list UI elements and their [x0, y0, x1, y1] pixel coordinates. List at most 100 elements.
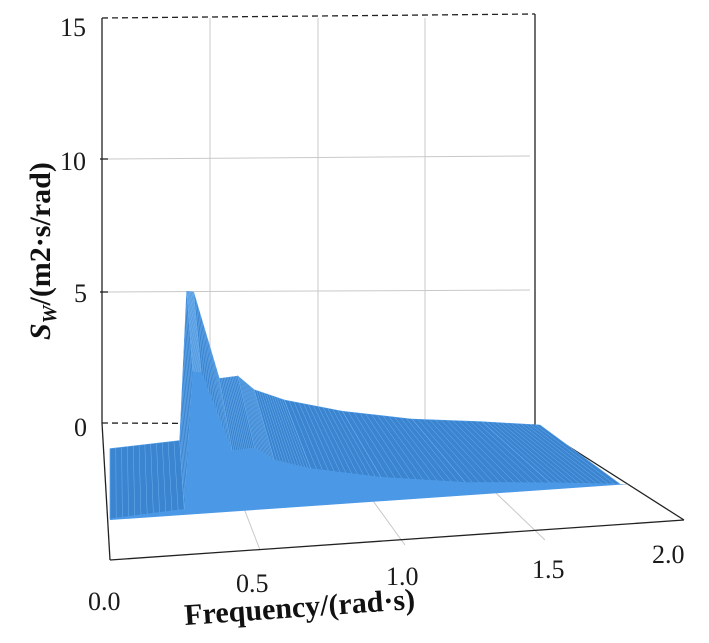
- surface-mesh-line: [388, 416, 438, 481]
- surface-mesh-line: [411, 418, 466, 483]
- surface-mesh-line: [204, 328, 215, 406]
- surface-mesh-line: [458, 420, 522, 483]
- surface-mesh-line: [256, 390, 278, 461]
- surface-mesh-line: [138, 445, 142, 515]
- y-tick-label: 15: [60, 13, 86, 42]
- surface-mesh-line: [284, 399, 312, 469]
- surface-mesh-line: [229, 377, 246, 450]
- surface-mesh-line: [281, 399, 308, 469]
- surface-mesh-line: [510, 423, 586, 484]
- surface-mesh-line: [245, 382, 265, 455]
- svg-text:SW/(m2·s/rad): SW/(m2·s/rad): [24, 162, 61, 340]
- surface-mesh-line: [223, 377, 238, 451]
- surface-mesh-line: [464, 420, 529, 483]
- surface-mesh-line: [206, 335, 217, 412]
- y-tick-label: 0: [74, 413, 87, 442]
- surface-mesh-line: [475, 421, 543, 483]
- surface-mesh-line: [228, 377, 244, 450]
- surface-mesh-line: [452, 420, 515, 483]
- surface-mesh-line: [288, 400, 317, 470]
- surface-mesh-line: [525, 423, 603, 484]
- surface-mesh-line: [199, 313, 210, 392]
- y-axis-symbol: S: [24, 323, 57, 340]
- surface-mesh-line: [182, 378, 189, 452]
- surface-mesh-line: [240, 378, 259, 451]
- surface-mesh-line: [121, 447, 123, 518]
- surface-mesh-line: [182, 365, 189, 441]
- surface-mesh-line: [261, 392, 284, 463]
- surface-mesh-line: [248, 385, 268, 457]
- y-axis-subscript: W: [39, 304, 61, 323]
- surface-mesh-line: [337, 410, 376, 477]
- x-tick-label: 1.5: [532, 555, 565, 584]
- surface-mesh-line: [252, 388, 273, 460]
- surface-mesh-line: [258, 391, 281, 462]
- surface-mesh-line: [185, 303, 193, 384]
- surface-mesh-line: [505, 422, 580, 484]
- surface-mesh-line: [441, 420, 501, 483]
- x-tick-label: 0.0: [88, 587, 121, 616]
- surface-mesh-line: [191, 291, 199, 373]
- surface-mesh-line: [189, 291, 198, 372]
- surface-mesh-line: [365, 413, 410, 480]
- y-ticks: 15 10 5 0: [60, 13, 87, 442]
- surface-mesh-line: [266, 393, 290, 464]
- surface-mesh-line: [435, 419, 494, 483]
- y-axis-title: SW/(m2·s/rad): [24, 162, 61, 340]
- surface-mesh-line: [179, 440, 185, 510]
- surface-mesh-line: [279, 398, 305, 468]
- surface-mesh-line: [197, 306, 207, 386]
- surface-mesh-line: [162, 442, 166, 512]
- surface-mesh-line: [271, 395, 296, 466]
- surface-mesh-line: [195, 299, 205, 379]
- surface-mesh-line: [332, 409, 370, 476]
- surface-mesh-line: [150, 443, 154, 514]
- surface-mesh-line: [181, 403, 187, 475]
- surface-mesh-line: [276, 397, 302, 467]
- surface-mesh-line: [184, 328, 191, 407]
- surface-mesh-line: [222, 378, 237, 451]
- surface-mesh-line: [342, 411, 382, 478]
- surface-mesh-line: [348, 411, 389, 478]
- surface-mesh-line: [429, 419, 487, 483]
- surface-mesh-line: [212, 356, 225, 432]
- surface-mesh-line: [530, 424, 609, 484]
- surface-mesh-line: [201, 320, 212, 399]
- surface-mesh-line: [446, 420, 508, 483]
- surface-mesh-line: [184, 341, 191, 418]
- surface-mesh-line: [226, 377, 242, 450]
- surface-mesh-line: [220, 378, 235, 451]
- x-axis-title: Frequency/(rad·s): [183, 583, 416, 632]
- surface-mesh-line: [486, 421, 556, 484]
- surface-mesh-line: [327, 408, 364, 476]
- surface-mesh-line: [293, 401, 323, 471]
- surface-mesh-line: [167, 441, 173, 511]
- surface-mesh-line: [253, 389, 275, 461]
- surface-mesh-line: [180, 428, 186, 498]
- surface-mesh-line: [185, 316, 192, 395]
- surface-mesh-line: [303, 403, 335, 472]
- surface-mesh-line: [244, 381, 264, 454]
- surface-mesh-line: [214, 364, 228, 438]
- surface-mesh-line: [496, 422, 568, 484]
- surface-mesh-line: [232, 376, 250, 449]
- surface-mesh-line: [298, 402, 329, 471]
- surface-mesh-line: [359, 413, 403, 479]
- surface-mesh-line: [268, 394, 293, 465]
- surface-mesh-line: [216, 371, 230, 445]
- y-tick-label: 10: [60, 147, 86, 176]
- surface-mesh-line: [236, 376, 253, 449]
- surface-mesh-line: [247, 383, 267, 456]
- surface-mesh-line: [308, 404, 341, 473]
- surface-mesh-line: [382, 415, 431, 481]
- surface-mesh-line: [377, 415, 424, 481]
- y-tick-label: 5: [74, 279, 87, 308]
- surface-mesh-line: [192, 292, 201, 373]
- surface-mesh-line: [183, 353, 190, 430]
- surface-mesh-line: [423, 419, 480, 483]
- surface-mesh-line: [231, 376, 248, 450]
- surface-front-face: [110, 371, 630, 520]
- surface-plot: [109, 290, 630, 520]
- surface-mesh-line: [156, 443, 160, 513]
